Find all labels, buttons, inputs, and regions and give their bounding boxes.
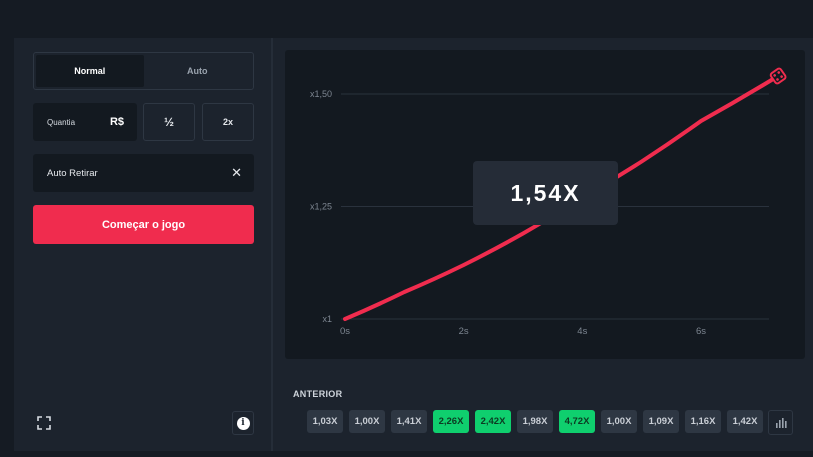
x-tick-label: 2s xyxy=(459,326,469,337)
y-tick-label: x1 xyxy=(322,314,332,324)
info-button[interactable]: i xyxy=(232,411,254,435)
stats-button[interactable] xyxy=(768,410,793,435)
tab-auto[interactable]: Auto xyxy=(187,66,208,76)
history-list: 1,03X 1,00X 1,41X 2,26X 2,42X 1,98X 4,72X 1,00X… xyxy=(307,410,763,433)
x-tick-label: 6s xyxy=(696,326,706,337)
history-item[interactable]: 1,98X xyxy=(517,410,553,433)
history-item[interactable]: 1,16X xyxy=(685,410,721,433)
history-item[interactable]: 4,72X xyxy=(559,410,595,433)
fullscreen-icon[interactable] xyxy=(33,411,55,435)
dice-icon xyxy=(769,67,787,85)
bar-chart-icon xyxy=(775,418,787,428)
history-title: ANTERIOR xyxy=(293,389,343,399)
multiplier-chart: x1 x1,25 x1,50 0s 2s 4s 6s 1,54X xyxy=(285,50,805,359)
history-item[interactable]: 1,41X xyxy=(391,410,427,433)
tab-normal[interactable]: Normal xyxy=(36,55,144,87)
auto-cashout-label: Auto Retirar xyxy=(47,167,98,179)
history-item[interactable]: 1,09X xyxy=(643,410,679,433)
auto-cashout-field[interactable]: Auto Retirar ✕ xyxy=(33,154,254,192)
x-tick-label: 0s xyxy=(340,326,350,337)
double-button[interactable]: 2x xyxy=(202,103,254,141)
history-item[interactable]: 2,42X xyxy=(475,410,511,433)
history-item[interactable]: 2,26X xyxy=(433,410,469,433)
history-item[interactable]: 1,42X xyxy=(727,410,763,433)
y-tick-label: x1,25 xyxy=(310,202,332,212)
game-panel: Normal Auto Quantia R$ ½ 2x Auto Retirar… xyxy=(14,38,813,451)
info-icon: i xyxy=(236,416,250,430)
current-multiplier: 1,54X xyxy=(473,161,618,225)
y-tick-label: x1,50 xyxy=(310,89,332,99)
start-game-button[interactable]: Começar o jogo xyxy=(33,205,254,244)
top-bar xyxy=(0,0,813,38)
x-tick-label: 4s xyxy=(577,326,587,337)
controls-panel: Normal Auto Quantia R$ ½ 2x Auto Retirar… xyxy=(14,38,273,451)
half-button[interactable]: ½ xyxy=(143,103,195,141)
mode-tabs: Normal Auto xyxy=(33,52,254,90)
history-item[interactable]: 1,00X xyxy=(601,410,637,433)
history-item[interactable]: 1,00X xyxy=(349,410,385,433)
history-item[interactable]: 1,03X xyxy=(307,410,343,433)
currency-label: R$ xyxy=(109,116,124,128)
amount-label: Quantia xyxy=(47,117,76,127)
amount-field[interactable]: Quantia R$ xyxy=(33,103,137,141)
clear-icon[interactable]: ✕ xyxy=(231,165,242,180)
